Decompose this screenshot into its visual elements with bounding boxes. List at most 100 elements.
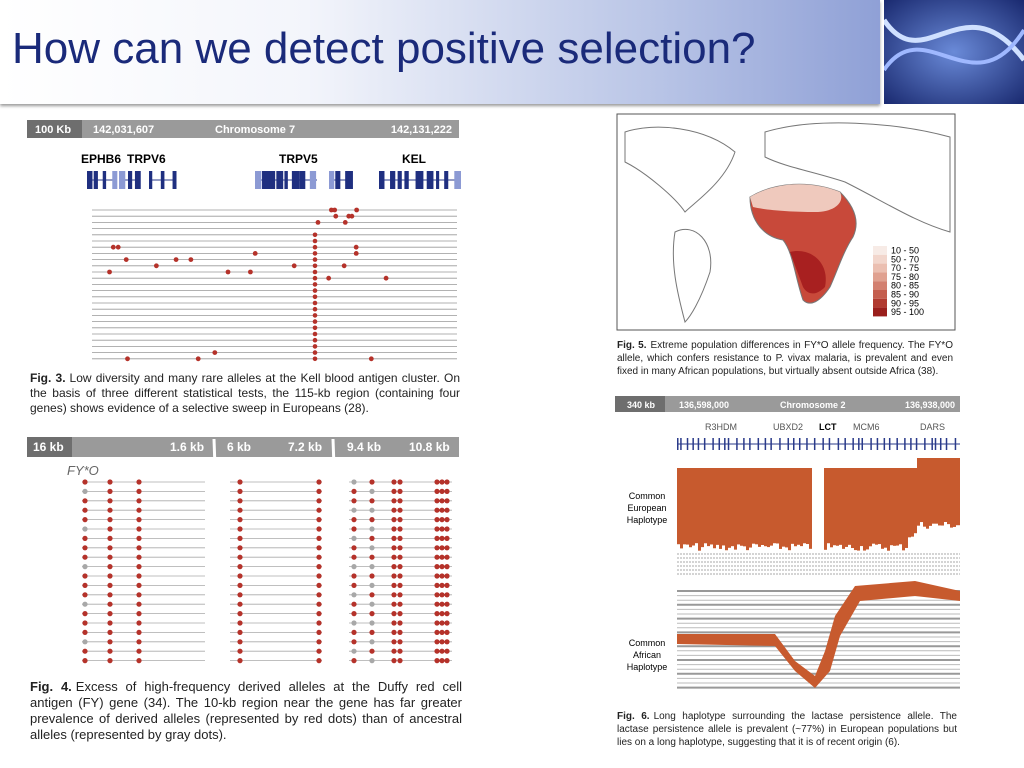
snp — [391, 545, 397, 551]
snp — [316, 479, 322, 485]
snp — [353, 244, 359, 250]
exon — [255, 171, 262, 189]
european-block — [731, 468, 734, 547]
snp — [369, 658, 375, 664]
snp — [434, 479, 440, 485]
land — [764, 122, 951, 233]
snp — [434, 498, 440, 504]
snp — [351, 648, 357, 654]
snp — [439, 573, 445, 579]
european-block — [734, 468, 737, 550]
snp — [237, 592, 243, 598]
snp — [439, 554, 445, 560]
snp — [188, 257, 194, 262]
snp — [369, 479, 375, 485]
start: 142,031,607 — [93, 124, 154, 136]
snp — [316, 611, 322, 617]
caption-text: Low diversity and many rare alleles at t… — [30, 371, 460, 415]
exon — [798, 438, 801, 450]
snp — [391, 658, 397, 664]
european-block — [935, 458, 938, 524]
snp — [153, 263, 159, 269]
header — [27, 437, 459, 457]
snp — [391, 498, 397, 504]
scale: 100 Kb — [35, 124, 71, 136]
scale: 340 kb — [627, 400, 656, 410]
snp — [439, 507, 445, 513]
snp — [82, 658, 88, 664]
exon — [861, 438, 864, 450]
snp — [397, 658, 403, 664]
snp — [369, 611, 375, 617]
exon — [931, 438, 933, 450]
snp — [82, 611, 88, 617]
snp — [82, 479, 88, 485]
snp — [351, 479, 357, 485]
european-block — [845, 468, 848, 547]
legend-label: 95 - 100 — [891, 307, 924, 317]
snp — [369, 648, 375, 654]
exon — [335, 171, 341, 189]
exon — [837, 438, 840, 450]
snp — [391, 592, 397, 598]
european-block — [704, 468, 707, 544]
european-block — [764, 468, 767, 547]
snp — [369, 498, 375, 504]
european-block — [758, 468, 761, 547]
snp — [439, 517, 445, 523]
gene: R3HDM — [705, 422, 737, 432]
european-block — [728, 468, 731, 548]
snp — [316, 526, 322, 532]
snp — [212, 350, 218, 355]
exon — [134, 171, 141, 189]
snp — [369, 573, 375, 579]
snp — [369, 582, 375, 588]
snp — [439, 535, 445, 541]
snp — [312, 238, 318, 244]
snp — [237, 517, 243, 523]
exon — [858, 438, 860, 450]
snp — [434, 488, 440, 494]
snp — [391, 611, 397, 617]
snp — [107, 498, 113, 504]
exon — [284, 171, 288, 189]
snp — [391, 526, 397, 532]
snp — [107, 545, 113, 551]
snp — [107, 639, 113, 645]
snp — [369, 554, 375, 560]
snp — [444, 573, 450, 579]
snp — [391, 535, 397, 541]
snp — [397, 582, 403, 588]
snp — [312, 288, 318, 293]
fig5-caption: Fig. 5. Extreme population differences in… — [617, 339, 953, 378]
snp — [351, 611, 357, 617]
snp — [369, 639, 375, 645]
exon — [876, 438, 879, 450]
snp — [316, 554, 322, 560]
snp — [341, 263, 347, 269]
snp — [391, 582, 397, 588]
snp — [391, 629, 397, 635]
snp — [136, 629, 142, 635]
snp — [397, 498, 403, 504]
european-block — [782, 468, 785, 547]
end: 136,938,000 — [905, 400, 955, 410]
snp — [439, 526, 445, 532]
exon — [309, 171, 317, 189]
european-block — [761, 468, 764, 546]
exon — [119, 171, 126, 189]
chromosome: Chromosome 7 — [215, 124, 295, 136]
snp — [354, 207, 360, 213]
exon — [680, 438, 682, 450]
exon — [160, 171, 165, 189]
snp — [351, 639, 357, 645]
exon — [904, 438, 906, 450]
legend-label: 90 - 95 — [891, 298, 919, 308]
legend-label: 70 - 75 — [891, 263, 919, 273]
snp — [397, 601, 403, 607]
snp — [444, 564, 450, 570]
exon — [888, 438, 891, 450]
european-block — [833, 468, 836, 546]
european-block — [926, 458, 929, 529]
